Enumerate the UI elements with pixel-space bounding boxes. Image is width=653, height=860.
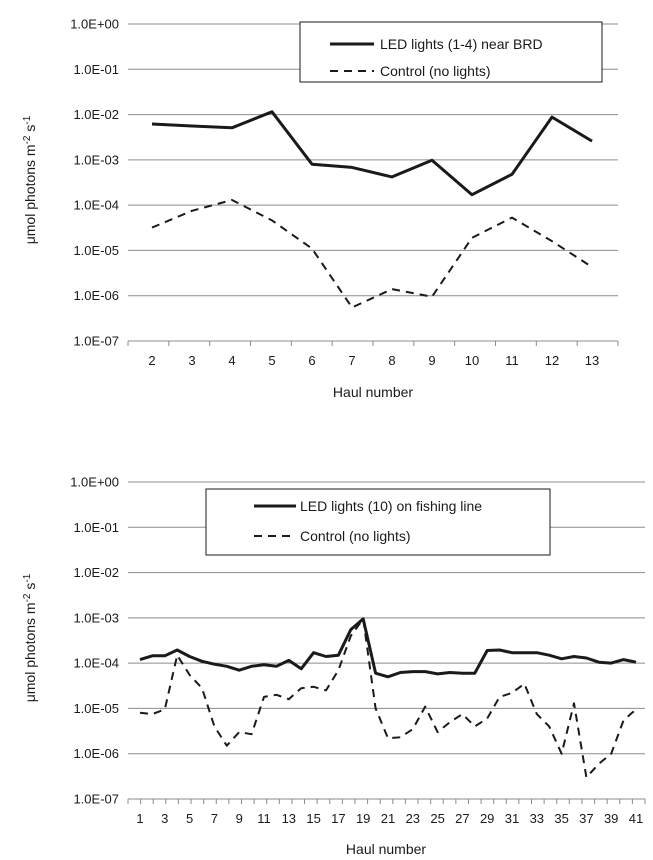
chart-1-y-tick-label: 1.0E-03	[73, 152, 119, 167]
chart-1-y-tick-labels: 1.0E+00 1.0E-01 1.0E-02 1.0E-03 1.0E-04 1.0E-…	[70, 17, 119, 349]
chart-1-x-tick-label: 9	[428, 353, 435, 368]
chart-1-y-tick-label: 1.0E-04	[73, 198, 119, 213]
chart-2-x-tick-label: 7	[211, 811, 218, 826]
chart-2-y-tick-label: 1.0E-07	[73, 792, 119, 807]
chart-1-y-axis-label: μmol photons m-2 s-1	[22, 115, 38, 244]
chart-2-legend-label-1: LED lights (10) on fishing line	[300, 498, 482, 514]
chart-2-x-tick-label: 5	[186, 811, 193, 826]
chart-1-legend: LED lights (1-4) near BRD Control (no li…	[299, 21, 603, 83]
chart-2-y-tick-label: 1.0E-02	[73, 565, 119, 580]
chart-2-x-axis-label: Haul number	[346, 841, 426, 857]
chart-1-x-tick-label: 4	[228, 353, 235, 368]
chart-1-y-tick-label: 1.0E-07	[73, 334, 119, 349]
chart-2-y-tick-label: 1.0E-01	[73, 520, 119, 535]
chart-1-series	[151, 110, 593, 309]
chart-1-series-line-led	[151, 110, 593, 197]
chart-1-x-tick-label: 11	[505, 353, 519, 368]
chart-1-x-tick-label: 7	[348, 353, 355, 368]
chart-1-y-tick-label: 1.0E-05	[73, 243, 119, 258]
chart-1-y-tick-label: 1.0E-06	[73, 288, 119, 303]
chart-1-y-tick-label: 1.0E-02	[73, 107, 119, 122]
chart-1-legend-label-2: Control (no lights)	[380, 63, 491, 79]
chart-2-x-tick-label: 11	[257, 811, 271, 826]
chart-2-x-tick-label: 15	[306, 811, 320, 826]
chart-2-x-tick-label: 27	[455, 811, 469, 826]
chart-1-series-line-control	[151, 199, 593, 309]
chart-2-y-tick-label: 1.0E-05	[73, 701, 119, 716]
chart-2-y-tick-label: 1.0E-06	[73, 746, 119, 761]
chart-2-x-tick-label: 17	[331, 811, 345, 826]
chart-1-legend-label-1: LED lights (1-4) near BRD	[380, 36, 543, 52]
chart-2-x-tick-label: 3	[161, 811, 168, 826]
chart-2-x-tick-label: 19	[356, 811, 370, 826]
chart-2: 1 3 5 7 9 11 13 15 17 19 21 23 25 27 29 31 33 35 37 39 41 1.…	[22, 475, 646, 857]
chart-2-x-tick-label: 35	[554, 811, 568, 826]
chart-2-y-tick-label: 1.0E-03	[73, 610, 119, 625]
chart-2-x-tick-label: 25	[430, 811, 444, 826]
chart-2-x-tick-label: 23	[406, 811, 420, 826]
chart-1-x-tick-label: 10	[465, 353, 479, 368]
chart-2-legend: LED lights (10) on fishing line Control …	[205, 488, 551, 556]
chart-1-x-axis-label: Haul number	[333, 384, 413, 400]
chart-2-series-line-led	[139, 617, 637, 679]
chart-2-x-tick-label: 33	[530, 811, 544, 826]
chart-2-x-tick-label: 13	[282, 811, 296, 826]
chart-2-y-tick-label: 1.0E+00	[70, 475, 119, 490]
chart-2-x-tick-label: 9	[236, 811, 243, 826]
chart-2-series	[139, 617, 637, 779]
chart-2-y-axis-label: μmol photons m-2 s-1	[22, 573, 38, 702]
chart-1-x-tick-label: 2	[148, 353, 155, 368]
chart-2-x-ticks: 1 3 5 7 9 11 13 15 17 19 21 23 25 27 29 31 33 35 37 39 41	[127, 799, 646, 826]
chart-1-x-tick-label: 5	[268, 353, 275, 368]
chart-2-series-line-control	[139, 617, 637, 779]
chart-1-x-tick-label: 13	[585, 353, 599, 368]
chart-2-x-tick-label: 37	[579, 811, 593, 826]
chart-2-legend-box	[205, 488, 551, 556]
chart-1-x-tick-label: 3	[188, 353, 195, 368]
chart-2-x-tick-label: 39	[604, 811, 618, 826]
chart-2-x-tick-label: 31	[505, 811, 519, 826]
chart-1-x-tick-label: 8	[388, 353, 395, 368]
chart-2-y-tick-label: 1.0E-04	[73, 656, 119, 671]
chart-2-x-tick-label: 41	[629, 811, 643, 826]
chart-1: 2 3 4 5 6 7 8 9 10 11 12 13 1.0E+001.0E-011.0E-021.…	[22, 17, 619, 400]
chart-1-x-tick-label: 6	[308, 353, 315, 368]
chart-2-x-tick-label: 29	[480, 811, 494, 826]
chart-2-legend-label-2: Control (no lights)	[300, 528, 411, 544]
chart-1-x-tick-label: 12	[545, 353, 559, 368]
chart-1-y-tick-label: 1.0E-01	[73, 62, 119, 77]
chart-2-x-tick-label: 21	[381, 811, 395, 826]
chart-2-y-tick-labels: 1.0E+00 1.0E-01 1.0E-02 1.0E-03 1.0E-04 1.0E-…	[70, 475, 119, 807]
chart-1-x-ticks: 2 3 4 5 6 7 8 9 10 11 12 13	[127, 341, 619, 368]
chart-1-y-tick-label: 1.0E+00	[70, 17, 119, 32]
chart-2-x-tick-label: 1	[136, 811, 143, 826]
